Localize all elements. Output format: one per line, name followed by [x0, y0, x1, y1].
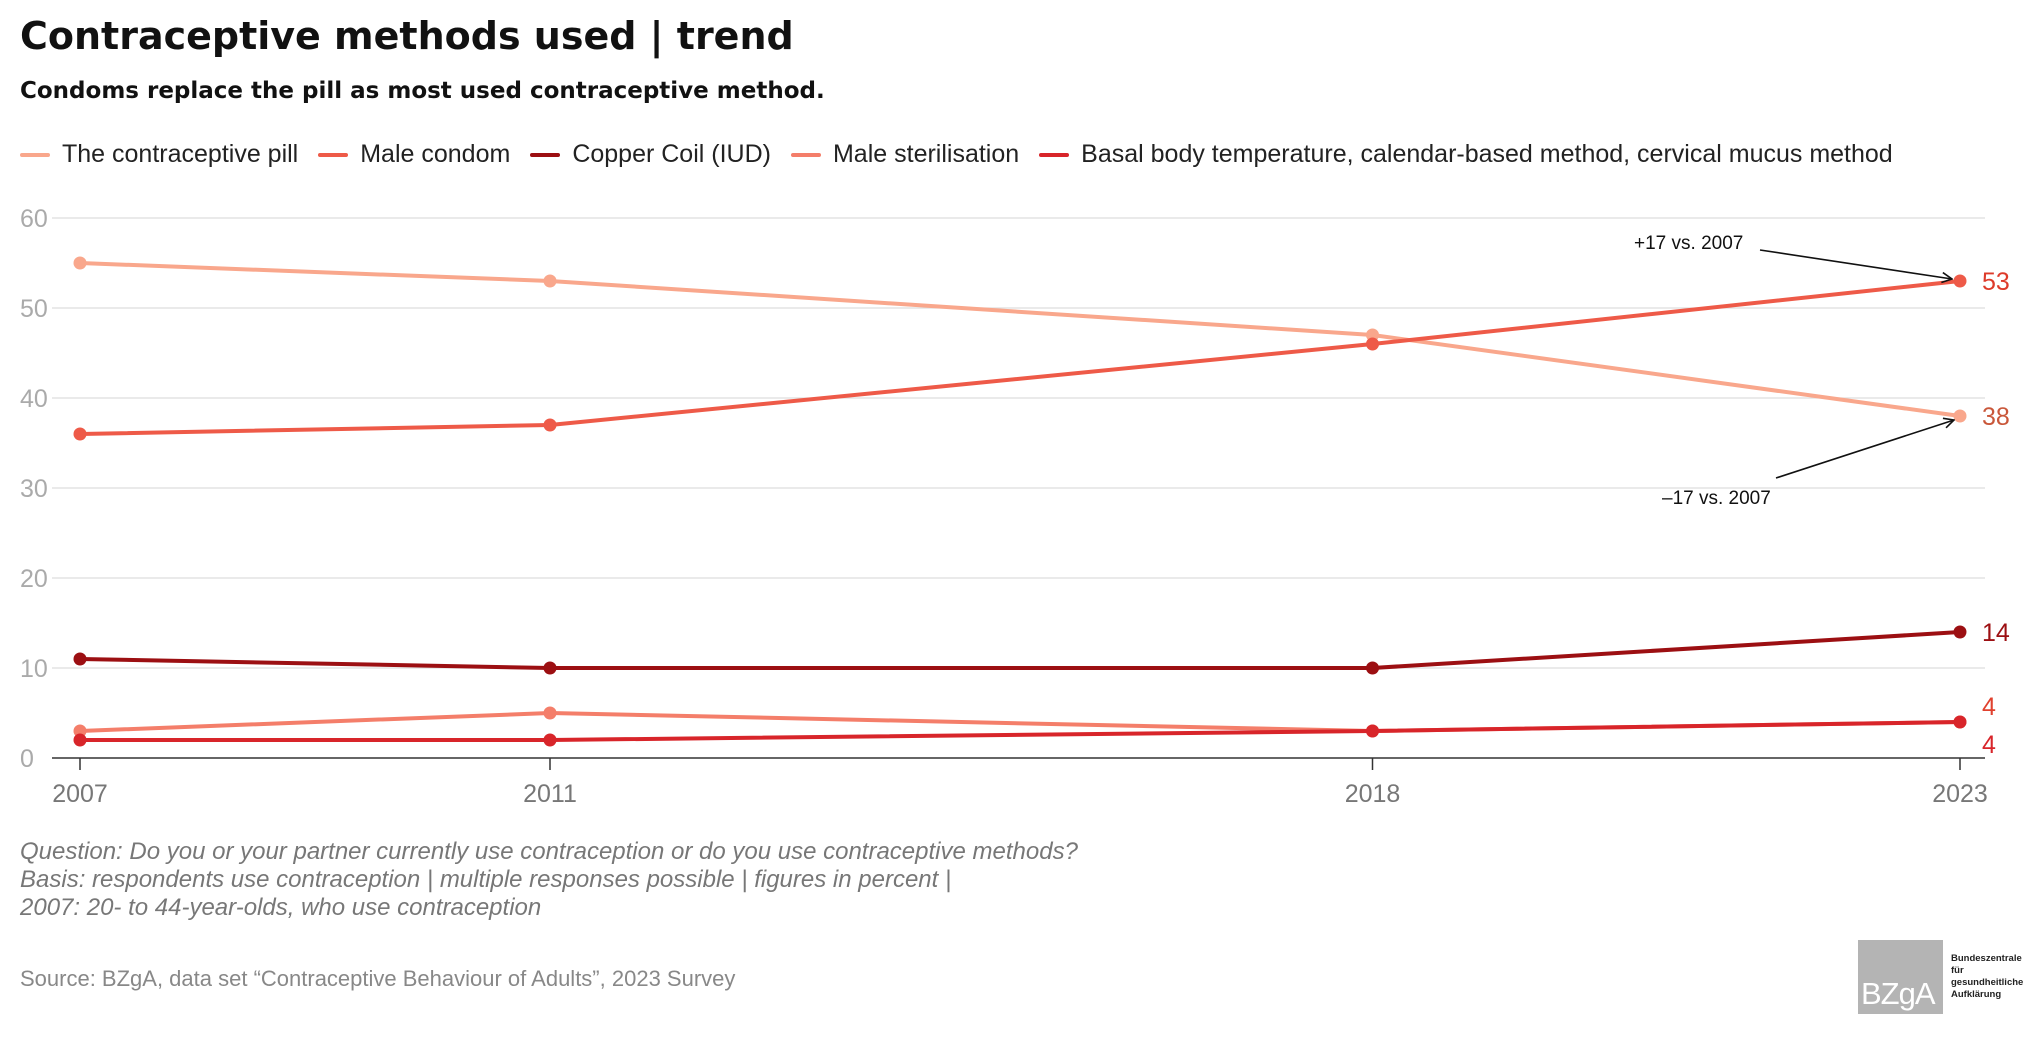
x-tick-label: 2018 — [1345, 780, 1401, 808]
chart-legend: The contraceptive pill Male condom Copper … — [20, 140, 1913, 169]
legend-item: Male condom — [318, 140, 510, 169]
legend-label: Male condom — [360, 140, 511, 168]
end-value-label: 4 — [1982, 693, 1996, 721]
data-point — [1366, 328, 1379, 342]
y-tick-label: 60 — [20, 205, 48, 233]
line-chart: 0 10 20 30 40 50 60 2007 2011 2018 2023 38 53 14 4 4 +17… — [20, 205, 2010, 808]
legend-swatch — [790, 152, 821, 157]
note-question: Question: Do you or your partner current… — [20, 838, 1078, 865]
series-line — [78, 720, 1962, 742]
legend-label: Basal body temperature, calendar-based m… — [1081, 140, 1893, 168]
logo-line: für — [1951, 965, 1964, 976]
logo-line: gesundheitliche — [1951, 977, 2024, 988]
legend-item: Basal body temperature, calendar-based m… — [1039, 140, 1893, 169]
chart-subtitle: Condoms replace the pill as most used co… — [20, 78, 825, 104]
series-line — [78, 261, 1962, 418]
data-point — [73, 256, 87, 270]
logo-box: BZgA — [1858, 940, 1943, 1014]
series-line — [78, 630, 1962, 670]
data-point — [1953, 715, 1967, 729]
legend-swatch — [20, 152, 50, 157]
data-point — [1366, 337, 1379, 351]
legend-swatch — [530, 152, 561, 157]
logo-text: Bundeszentrale für gesundheitliche Aufkl… — [1951, 953, 2023, 1001]
legend-swatch — [318, 152, 349, 157]
annotation-label: +17 vs. 2007 — [1634, 233, 1743, 254]
y-tick-label: 0 — [20, 745, 34, 773]
source-note: Source: BZgA, data set “Contraceptive Be… — [20, 966, 736, 991]
annotation-arrow — [1775, 420, 1954, 479]
note-age-group: 2007: 20- to 44-year-olds, who use contr… — [20, 894, 542, 921]
end-value-label: 14 — [1982, 619, 2010, 647]
end-value-label: 38 — [1982, 403, 2010, 431]
annotation-arrow — [1759, 249, 1952, 279]
data-point — [543, 661, 557, 675]
data-point — [73, 724, 87, 738]
y-tick-label: 20 — [20, 565, 48, 593]
data-point — [1366, 724, 1379, 738]
x-tick-label: 2011 — [523, 780, 577, 808]
data-point — [543, 733, 557, 747]
end-value-label: 53 — [1982, 268, 2010, 296]
y-tick-label: 50 — [20, 295, 48, 323]
data-point — [543, 706, 557, 720]
annotation-label: –17 vs. 2007 — [1662, 488, 1771, 509]
legend-item: The contraceptive pill — [20, 140, 298, 169]
y-tick-label: 30 — [20, 475, 48, 503]
note-basis: Basis: respondents use contraception | m… — [20, 866, 952, 893]
logo-mark: BZgA — [1861, 976, 1936, 1011]
data-point — [73, 652, 87, 666]
data-point — [73, 733, 87, 747]
chart-title: Contraceptive methods used | trend — [20, 14, 794, 58]
x-tick-label: 2023 — [1932, 780, 1988, 808]
chart-notes: Question: Do you or your partner current… — [20, 838, 1078, 922]
data-point — [1953, 274, 1967, 288]
y-tick-label: 40 — [20, 385, 48, 413]
data-point — [543, 418, 557, 432]
legend-label: Copper Coil (IUD) — [572, 140, 771, 168]
x-tick-label: 2007 — [52, 780, 108, 808]
end-value-label: 4 — [1982, 731, 1996, 759]
data-point — [543, 274, 557, 288]
logo-line: Aufklärung — [1951, 989, 2002, 1000]
data-point — [1953, 625, 1967, 639]
data-point — [1366, 661, 1379, 675]
bzga-logo: BZgA Bundeszentrale für gesundheitliche … — [1858, 940, 2023, 1014]
logo-line: Bundeszentrale — [1951, 953, 2022, 964]
legend-item: Copper Coil (IUD) — [530, 140, 771, 169]
legend-item: Male sterilisation — [790, 140, 1020, 169]
legend-label: The contraceptive pill — [62, 140, 299, 168]
data-point — [1953, 409, 1967, 423]
legend-label: Male sterilisation — [832, 140, 1020, 168]
series-line — [78, 279, 1962, 436]
y-tick-label: 10 — [20, 655, 48, 683]
data-point — [73, 427, 87, 441]
legend-swatch — [1039, 152, 1070, 157]
